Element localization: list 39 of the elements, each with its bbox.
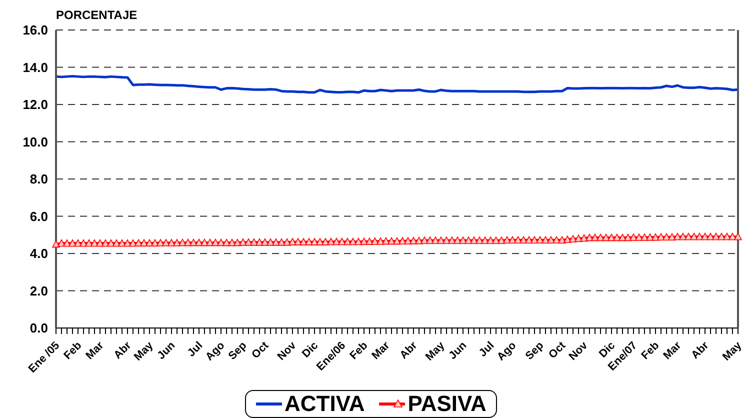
y-tick-label: 14.0 [22, 60, 48, 75]
x-tick-label: Dic [300, 340, 321, 360]
x-tick-label: Sep [226, 339, 250, 362]
x-tick-label: Oct [546, 339, 568, 362]
x-tick-label: Mar [661, 339, 684, 362]
x-tick-label: Ago [495, 339, 519, 364]
y-tick-label: 8.0 [30, 172, 48, 187]
x-tick-label: Abr [689, 339, 712, 362]
x-tick-label: May [424, 339, 448, 364]
x-tick-label: Ene /05 [26, 340, 62, 376]
x-tick-label: May [132, 339, 156, 364]
x-tick-label: Feb [348, 339, 370, 362]
y-tick-label: 2.0 [30, 283, 48, 298]
x-tick-label: Ago [204, 339, 228, 364]
x-tick-label: Oct [250, 339, 272, 362]
x-tick-label: Nov [566, 339, 591, 363]
x-tick-label: Abr [398, 339, 420, 362]
x-tick-label: Mar [370, 339, 393, 362]
y-axis-title: PORCENTAJE [56, 8, 138, 22]
y-tick-label: 12.0 [22, 97, 48, 112]
y-tick-label: 6.0 [30, 208, 48, 224]
x-tick-label: Jul [476, 340, 497, 360]
x-tick-label: Abr [112, 339, 134, 362]
x-tick-label: Feb [62, 339, 84, 362]
legend-label: PASIVA [408, 391, 486, 417]
legend-label: ACTIVA [284, 391, 365, 417]
x-tick-label: Sep [523, 339, 546, 362]
x-tick-label: Jul [185, 340, 206, 360]
x-tick-label: Mar [84, 339, 107, 362]
line-series [54, 74, 740, 94]
y-tick-label: 0.0 [30, 320, 48, 336]
x-tick-label: Jun [446, 339, 470, 362]
x-tick-label: Jun [155, 339, 178, 362]
x-tick-label: Nov [275, 339, 300, 363]
y-tick-label: 16.0 [22, 22, 48, 38]
y-tick-label: 10.0 [22, 134, 48, 150]
x-tick-label: May [720, 339, 745, 364]
x-tick-label: Feb [639, 339, 662, 362]
y-tick-label: 4.0 [30, 246, 48, 262]
